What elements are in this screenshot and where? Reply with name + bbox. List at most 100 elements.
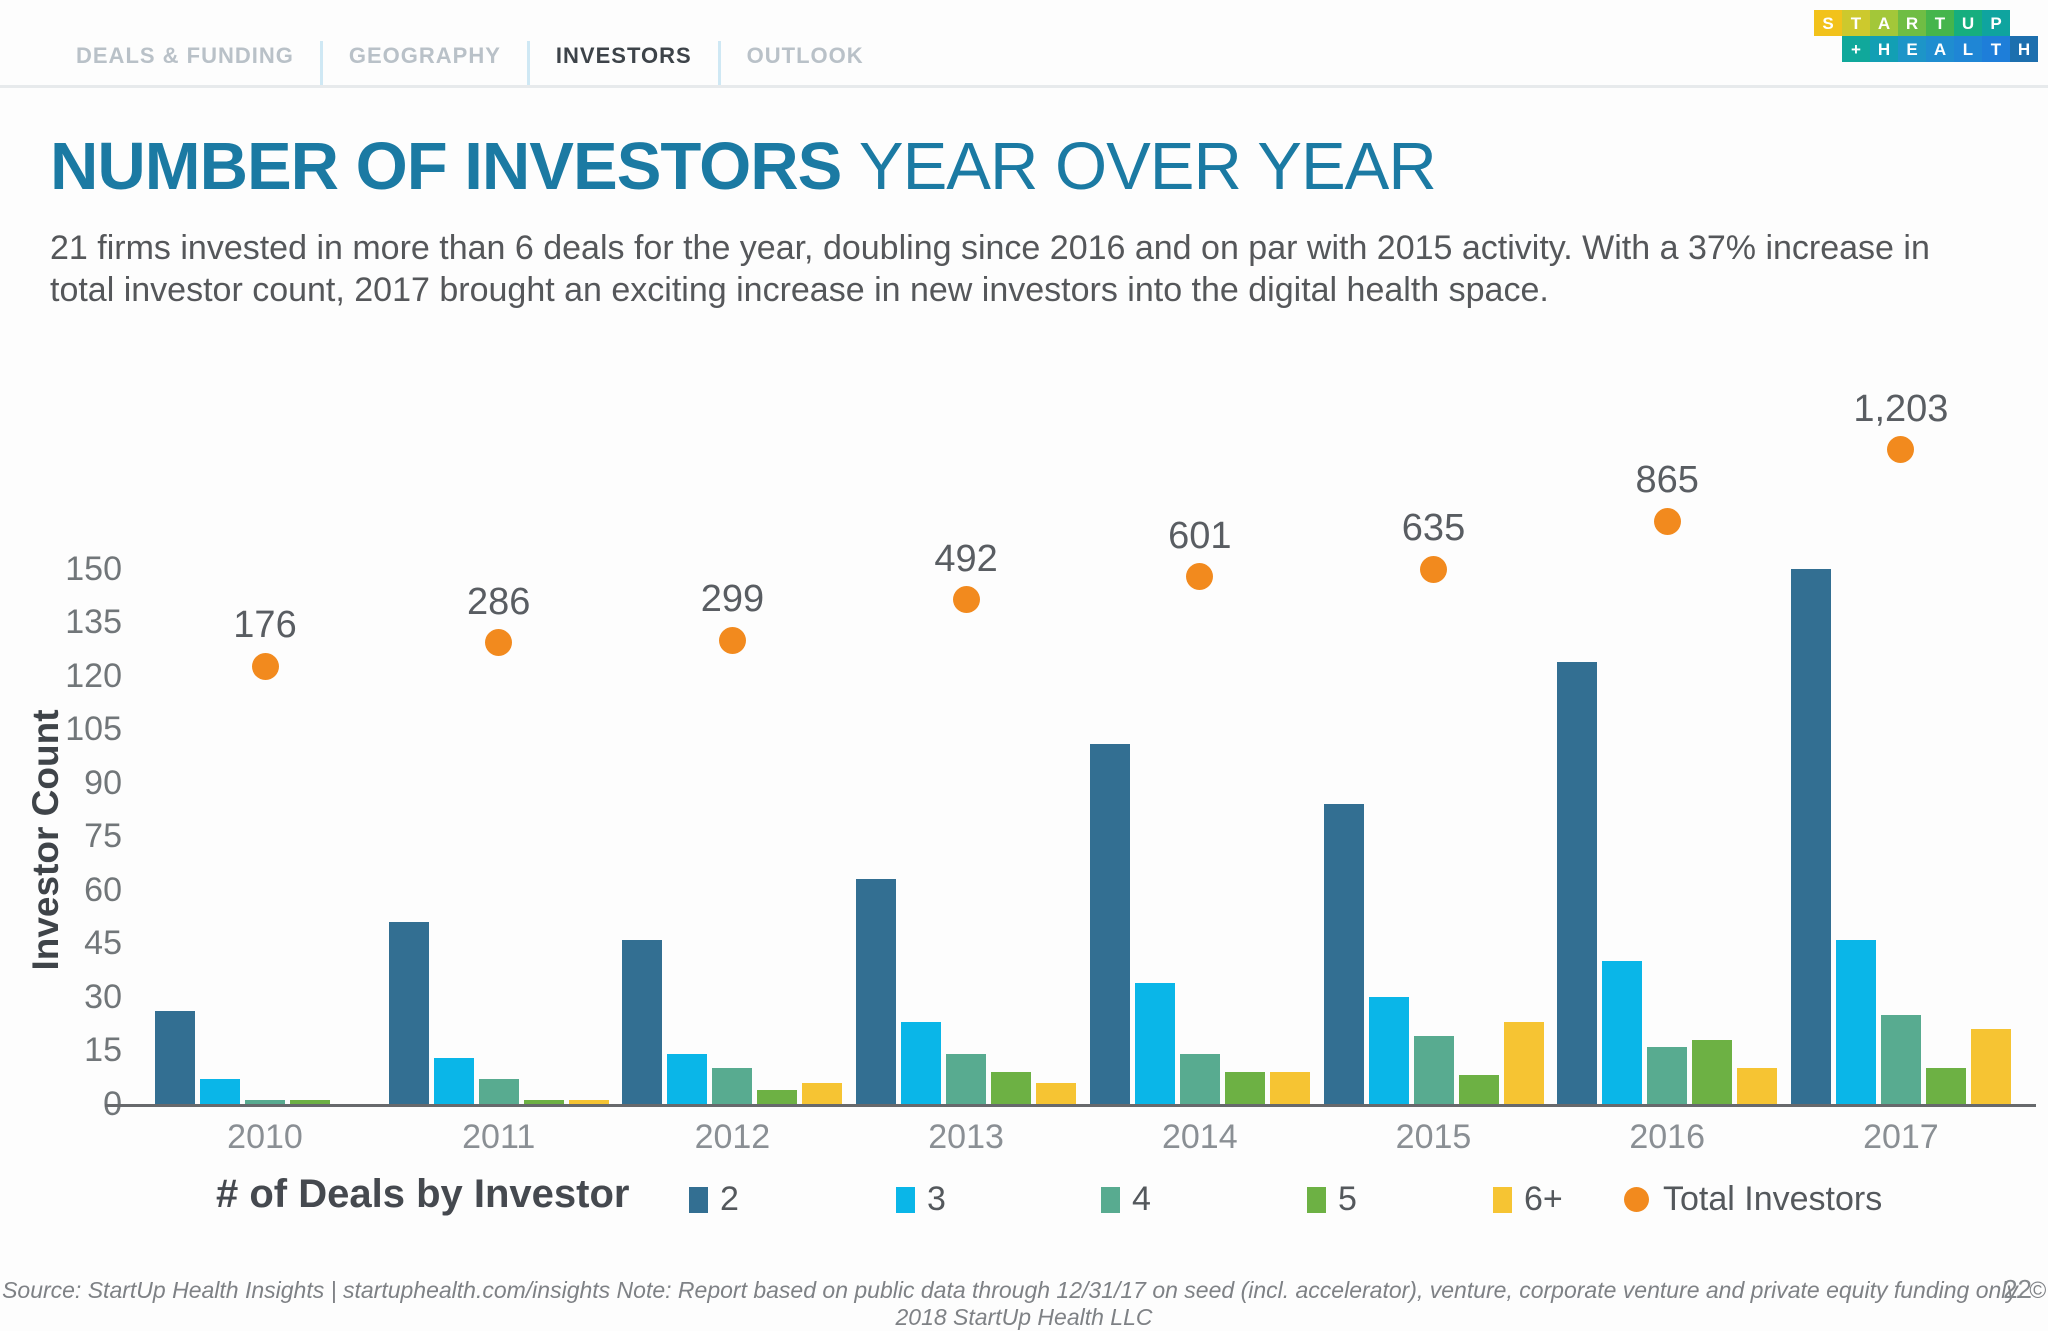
bar-2015-deals-6+ xyxy=(1503,1021,1544,1104)
y-tick-0: 0 xyxy=(0,1084,122,1124)
y-tick-75: 75 xyxy=(84,817,122,856)
logo-tile-U: U xyxy=(1954,10,1982,36)
bar-2010-deals-3 xyxy=(200,1079,240,1104)
bar-2010-deals-4 xyxy=(245,1100,285,1104)
bar-2017-deals-2 xyxy=(1790,568,1831,1104)
bar-2014-deals-3 xyxy=(1134,982,1175,1104)
x-label-2015: 2015 xyxy=(1395,1118,1472,1156)
total-investors-value-2013: 492 xyxy=(934,537,998,580)
bar-2014-deals-6+ xyxy=(1269,1071,1310,1104)
total-investors-dot-2017 xyxy=(1887,436,1915,464)
bar-2016-deals-6+ xyxy=(1737,1068,1778,1104)
bar-2016-deals-2 xyxy=(1557,661,1598,1104)
page-number: 22 xyxy=(2003,1274,2032,1304)
startup-health-logo: S T A R T U P + H E A L T H xyxy=(1814,10,2038,62)
bar-2016-deals-5 xyxy=(1692,1039,1733,1104)
logo-tile-A: A xyxy=(1870,10,1898,36)
x-label-2016: 2016 xyxy=(1629,1118,1705,1156)
tab-outlook[interactable]: OUTLOOK xyxy=(746,43,864,68)
total-investors-dot-2014 xyxy=(1186,563,1214,591)
page-title-bold: NUMBER OF INVESTORS xyxy=(50,129,842,204)
bar-2013-deals-4 xyxy=(946,1054,987,1104)
x-label-2012: 2012 xyxy=(694,1118,771,1156)
total-investors-value-2015: 635 xyxy=(1401,507,1466,550)
logo-tile-L: L xyxy=(1954,36,1982,62)
total-investors-value-2017: 1,203 xyxy=(1853,387,1949,430)
bar-2013-deals-6+ xyxy=(1036,1082,1077,1104)
logo-tile-H: H xyxy=(1870,36,1898,62)
total-investors-dot-2012 xyxy=(718,626,746,654)
x-label-2010: 2010 xyxy=(227,1118,303,1156)
bar-2012-deals-3 xyxy=(667,1054,708,1104)
bar-2011-deals-3 xyxy=(433,1057,474,1104)
y-tick-135: 135 xyxy=(65,603,122,642)
logo-tile-T: T xyxy=(1926,10,1954,36)
logo-tile-A: A xyxy=(1926,36,1954,62)
bar-2016-deals-3 xyxy=(1602,961,1643,1104)
bar-2012-deals-6+ xyxy=(802,1082,843,1104)
bar-2011-deals-4 xyxy=(478,1079,519,1104)
y-tick-90: 90 xyxy=(84,763,122,802)
total-investors-value-2012: 299 xyxy=(700,578,765,621)
total-investors-value-2016: 865 xyxy=(1635,459,1699,502)
logo-tile-T: T xyxy=(1982,36,2010,62)
page-subtitle: 21 firms invested in more than 6 deals f… xyxy=(50,229,1930,309)
total-investors-value-2011: 286 xyxy=(466,580,531,623)
tab-geography[interactable]: GEOGRAPHY xyxy=(348,43,501,68)
bar-2012-deals-2 xyxy=(622,939,663,1104)
logo-tile-+: + xyxy=(1842,36,1870,62)
bar-2012-deals-5 xyxy=(757,1089,798,1104)
bar-2015-deals-2 xyxy=(1323,804,1364,1104)
total-investors-value-2014: 601 xyxy=(1168,514,1232,557)
logo-tile-P: P xyxy=(1982,10,2010,36)
total-investors-value-2010: 176 xyxy=(233,604,297,647)
bar-2013-deals-3 xyxy=(901,1021,942,1104)
total-investors-dot-2013 xyxy=(952,586,980,614)
y-tick-120: 120 xyxy=(65,656,122,695)
y-tick-105: 105 xyxy=(65,710,122,749)
bar-2010-deals-2 xyxy=(155,1011,195,1104)
bar-2015-deals-5 xyxy=(1458,1075,1499,1104)
x-label-2013: 2013 xyxy=(928,1118,1004,1156)
x-label-2014: 2014 xyxy=(1161,1118,1238,1156)
y-tick-45: 45 xyxy=(84,924,122,963)
bar-2014-deals-5 xyxy=(1224,1071,1265,1104)
bar-2013-deals-2 xyxy=(856,879,897,1104)
bar-2011-deals-2 xyxy=(388,922,429,1104)
logo-tile-H: H xyxy=(2010,36,2038,62)
bar-2017-deals-5 xyxy=(1925,1068,1966,1104)
logo-tile-S: S xyxy=(1814,10,1842,36)
bar-2014-deals-2 xyxy=(1089,743,1130,1104)
bar-2016-deals-4 xyxy=(1647,1046,1688,1104)
tab-investors[interactable]: INVESTORS xyxy=(555,43,692,68)
bar-2011-deals-5 xyxy=(523,1100,564,1104)
logo-row-2: + H E A L T H xyxy=(1814,36,2038,62)
logo-tile-T: T xyxy=(1842,10,1870,36)
tab-divider xyxy=(319,41,323,85)
tab-deals-funding[interactable]: DEALS & FUNDING xyxy=(76,43,294,68)
total-investors-dot-2010 xyxy=(251,652,279,680)
bar-2014-deals-4 xyxy=(1179,1054,1220,1104)
x-axis-line xyxy=(105,1104,2036,1107)
y-tick-60: 60 xyxy=(84,870,122,909)
bar-2015-deals-4 xyxy=(1413,1036,1454,1104)
bar-2017-deals-4 xyxy=(1880,1014,1921,1104)
page-title: NUMBER OF INVESTORS YEAR OVER YEAR xyxy=(50,128,1437,205)
y-tick-30: 30 xyxy=(84,977,122,1016)
legend-title: # of Deals by Investor xyxy=(216,1172,630,1216)
bar-2011-deals-6+ xyxy=(568,1100,609,1104)
tab-bar: DEALS & FUNDING GEOGRAPHY INVESTORS OUTLOOK xyxy=(0,0,2048,88)
source-note: Source: StartUp Health Insights | startu… xyxy=(2,1277,2046,1330)
logo-tile-E: E xyxy=(1898,36,1926,62)
page-title-light: YEAR OVER YEAR xyxy=(858,129,1437,204)
bar-2013-deals-5 xyxy=(991,1071,1032,1104)
bar-2015-deals-3 xyxy=(1368,996,1409,1104)
bar-2010-deals-5 xyxy=(290,1100,330,1104)
x-label-2017: 2017 xyxy=(1863,1118,1939,1156)
logo-tile-R: R xyxy=(1898,10,1926,36)
tab-divider xyxy=(717,41,721,85)
bar-2017-deals-3 xyxy=(1835,939,1876,1104)
total-investors-dot-2015 xyxy=(1420,555,1447,583)
